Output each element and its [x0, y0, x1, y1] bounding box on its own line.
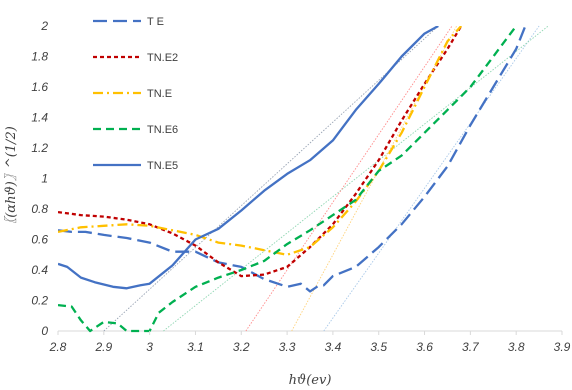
- y-tick-label: 1.6: [31, 80, 48, 94]
- x-tick-label: 2.8: [49, 340, 67, 354]
- y-tick-label: 1.2: [31, 141, 48, 155]
- x-tick-label: 3.7: [462, 340, 480, 354]
- y-tick-label: 0.6: [31, 233, 48, 247]
- plot-area: [58, 26, 562, 332]
- x-axis-title: ℎ𝜗(ev): [289, 373, 332, 388]
- x-tick-label: 2.9: [94, 340, 112, 354]
- y-tick-label: 0.2: [31, 294, 48, 308]
- x-tick-label: 3.3: [279, 340, 296, 354]
- x-tick-label: 3.5: [370, 340, 387, 354]
- y-tick-label: 0.4: [31, 263, 48, 277]
- tangent-line-3: [163, 25, 549, 332]
- series-line-4: [58, 26, 518, 333]
- series-line-2: [58, 26, 463, 278]
- legend: T E TN.E2 TN.E TN.E6 TN.E5: [93, 16, 178, 172]
- series-line-1: [58, 26, 527, 293]
- plot-background: [58, 26, 562, 331]
- x-tick-label: 3.6: [416, 340, 433, 354]
- x-tick-label: 3.1: [187, 340, 204, 354]
- series-lines: [58, 26, 527, 333]
- series-line-5: [58, 26, 439, 290]
- y-tick-label: 0: [41, 324, 48, 338]
- tangent-line-4: [245, 25, 453, 332]
- x-tick-label: 3.2: [233, 340, 250, 354]
- y-tick-label: 1.4: [31, 111, 48, 125]
- x-tick-label: 3.4: [325, 340, 342, 354]
- x-tick-label: 3.9: [554, 340, 571, 354]
- y-tick-label: 2: [40, 19, 48, 33]
- legend-label-4: TN.E6: [147, 124, 178, 136]
- y-tick-label: 1: [41, 172, 48, 186]
- y-axis-title: 〖(αℎ𝜗)〗^(1/2): [4, 126, 19, 231]
- x-tick-label: 3.8: [508, 340, 525, 354]
- tangent-line-2: [323, 25, 540, 332]
- legend-label-1: T E: [147, 16, 164, 28]
- legend-label-2: TN.E2: [147, 52, 178, 64]
- x-tick-label: 3: [146, 340, 153, 354]
- x-axis: 2.8 2.9 3 3.1 3.2 3.3 3.4 3.5 3.6 3.7 3.8 3.9: [49, 331, 571, 354]
- series-line-3: [58, 26, 463, 256]
- tangent-line-1: [103, 25, 439, 332]
- legend-label-5: TN.E5: [147, 160, 178, 172]
- legend-label-3: TN.E: [147, 88, 172, 100]
- y-tick-label: 0.8: [31, 202, 48, 216]
- y-axis: 0 0.2 0.4 0.6 0.8 1 1.2 1.4 1.6 1.8 2: [31, 19, 48, 338]
- y-tick-label: 1.8: [31, 50, 48, 64]
